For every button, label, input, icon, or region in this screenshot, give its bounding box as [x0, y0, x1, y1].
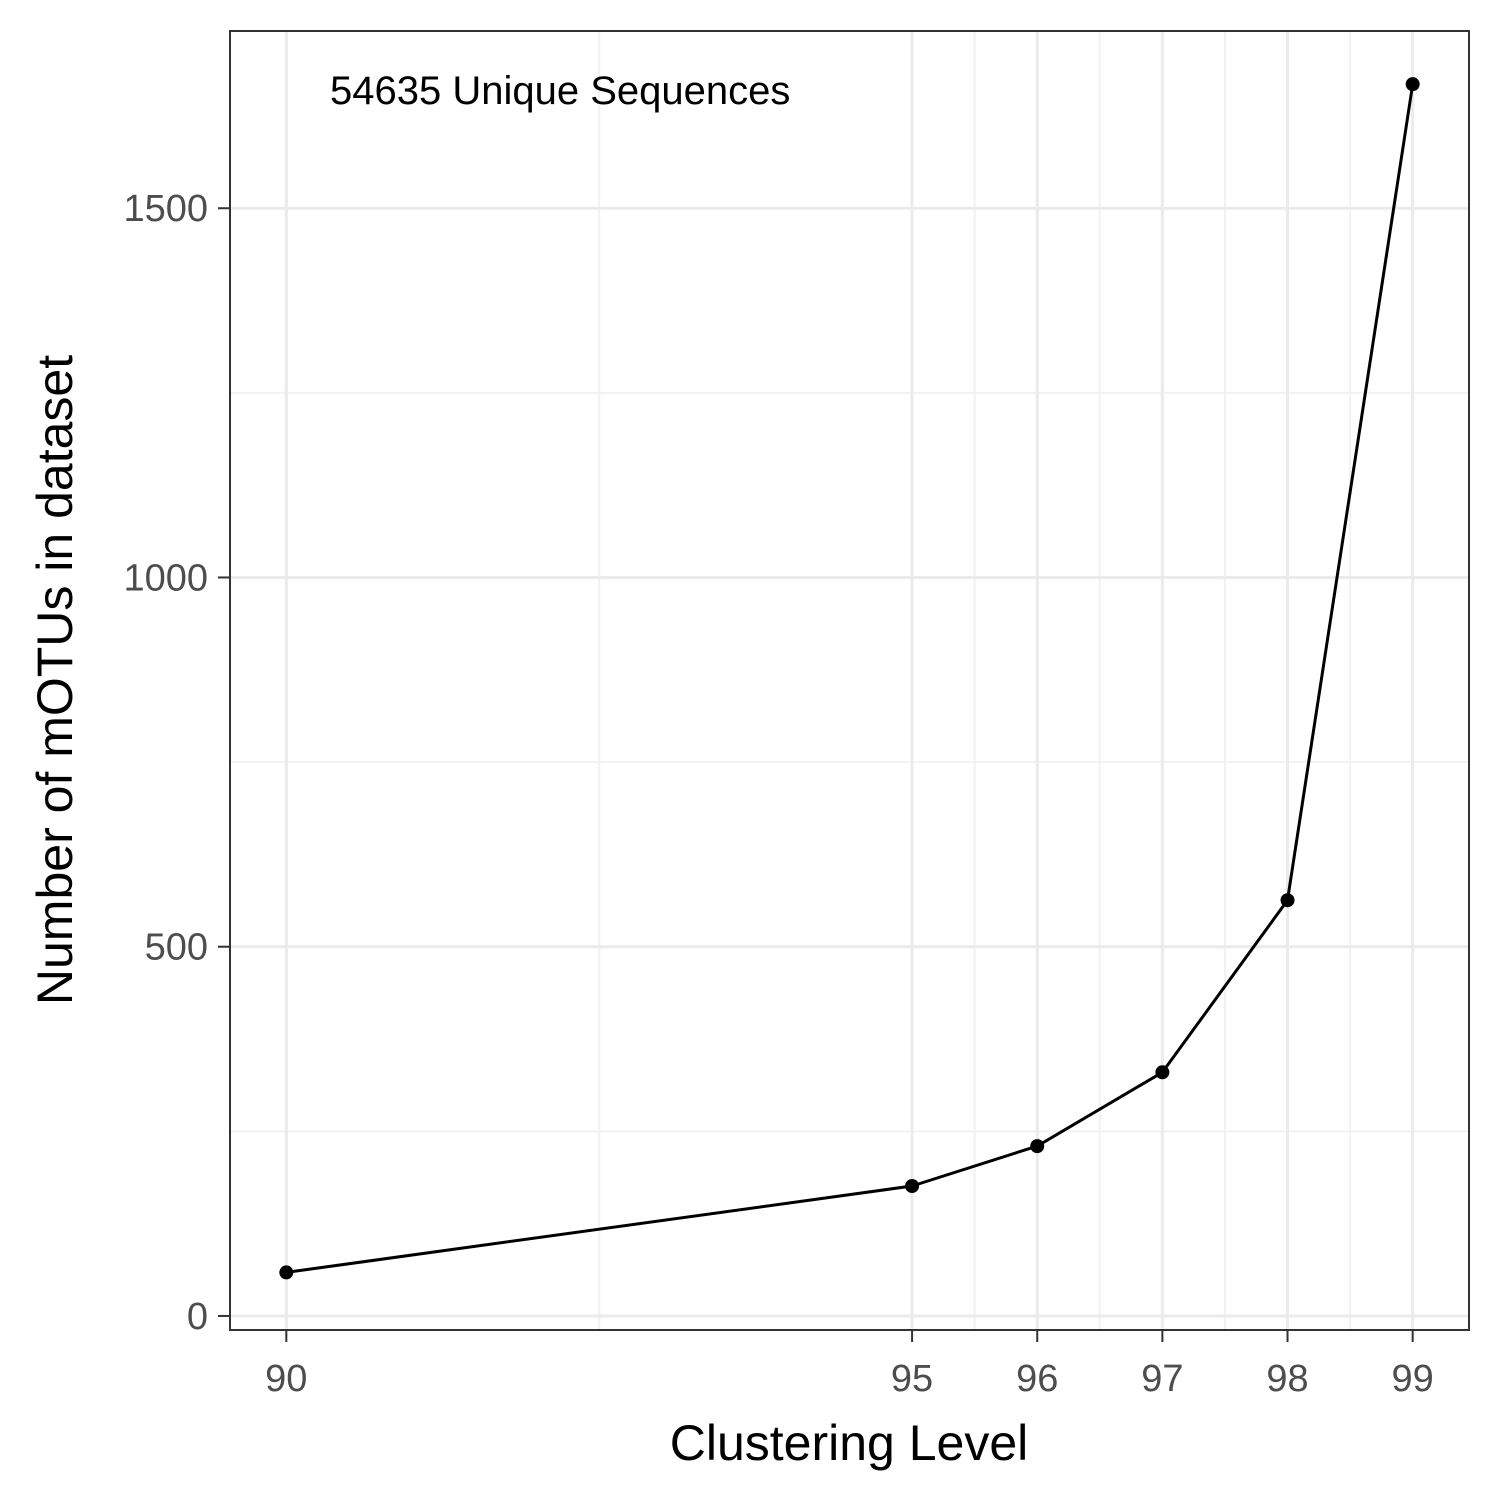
data-point [1030, 1139, 1045, 1154]
x-tick-label: 90 [265, 1358, 307, 1400]
x-tick-label: 97 [1141, 1358, 1183, 1400]
minor-gridlines [230, 31, 1469, 1330]
y-tick-label: 0 [187, 1296, 208, 1338]
annotation-unique-sequences: 54635 Unique Sequences [330, 69, 790, 113]
x-axis: 90 95 96 97 98 99 [265, 1330, 1434, 1400]
data-point [279, 1265, 294, 1280]
y-tick-label: 1500 [123, 188, 208, 230]
panel-border [229, 30, 1470, 1331]
x-axis-title: Clustering Level [670, 1415, 1029, 1471]
x-tick-label: 98 [1266, 1358, 1308, 1400]
data-point [1405, 77, 1420, 92]
x-tick-label: 96 [1016, 1358, 1058, 1400]
major-gridlines [230, 31, 1469, 1330]
x-tick-label: 99 [1392, 1358, 1434, 1400]
y-axis: 0 500 1000 1500 [123, 188, 230, 1338]
data-point [1280, 893, 1295, 908]
y-tick-label: 1000 [123, 557, 208, 599]
y-tick-label: 500 [145, 927, 208, 969]
series-line [286, 83, 1415, 1274]
data-point [905, 1178, 920, 1193]
y-axis-title: Number of mOTUs in dataset [27, 355, 83, 1005]
x-tick-label: 95 [891, 1358, 933, 1400]
series-layer [279, 77, 1420, 1280]
data-point [1155, 1065, 1170, 1080]
